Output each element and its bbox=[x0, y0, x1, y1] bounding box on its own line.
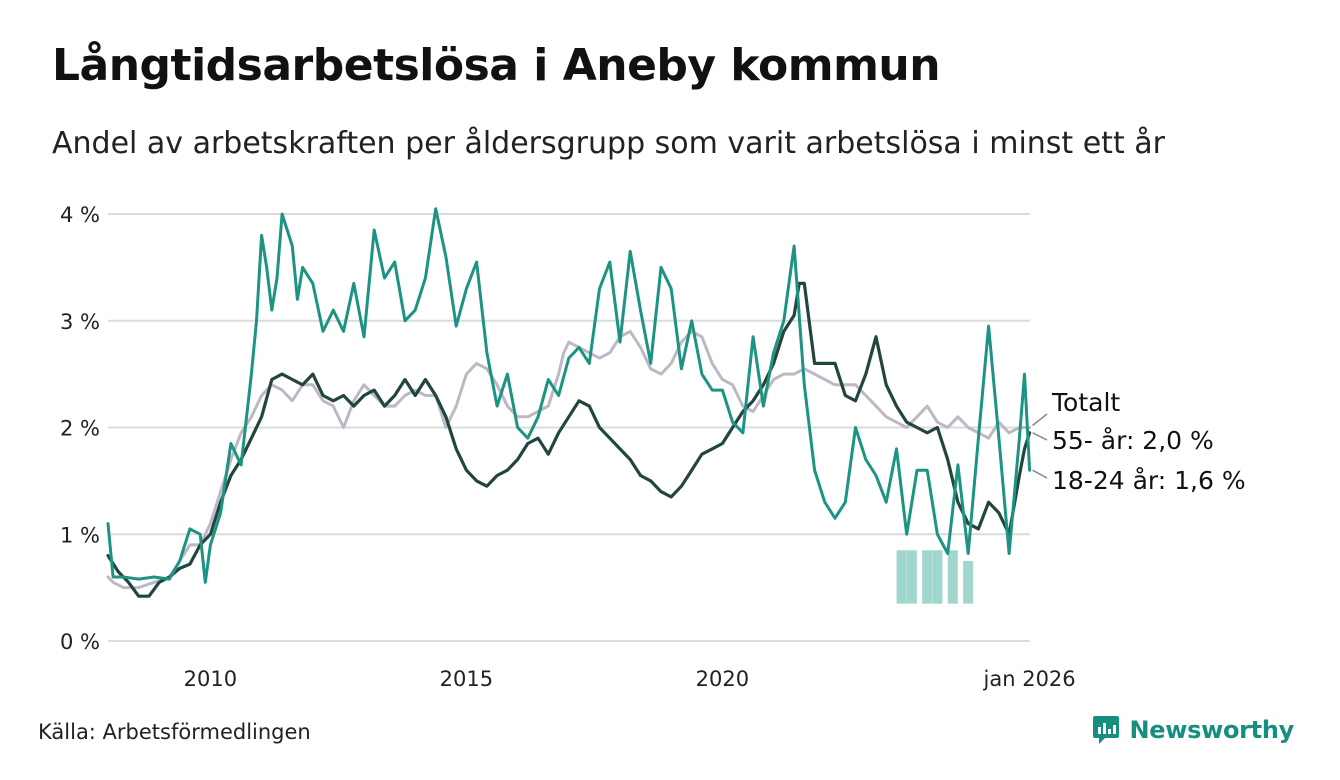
x-tick-label: jan 2026 bbox=[983, 667, 1076, 691]
line-annotations: Totalt 55- år: 2,0 % 18-24 år: 1,6 % bbox=[1032, 388, 1246, 495]
band-segment bbox=[963, 560, 974, 604]
leader-line-age55 bbox=[1032, 432, 1048, 441]
y-tick-label: 4 % bbox=[60, 203, 100, 227]
series-line-total bbox=[106, 329, 1032, 590]
annotation-age18-24: 18-24 år: 1,6 % bbox=[1052, 466, 1246, 495]
y-tick-label: 3 % bbox=[60, 310, 100, 334]
y-tick-label: 2 % bbox=[60, 417, 100, 441]
band-segment bbox=[906, 550, 917, 604]
y-tick-label: 1 % bbox=[60, 523, 100, 547]
brand-name: Newsworthy bbox=[1129, 716, 1294, 744]
brand-logo: Newsworthy bbox=[1091, 712, 1294, 748]
band-segment bbox=[947, 550, 958, 604]
band-segment bbox=[932, 550, 943, 604]
uncertainty-band bbox=[896, 550, 974, 604]
x-tick-label: 2015 bbox=[440, 667, 493, 691]
newsworthy-icon bbox=[1093, 716, 1120, 744]
annotation-age55: 55- år: 2,0 % bbox=[1052, 426, 1214, 455]
annotation-total: Totalt bbox=[1051, 388, 1120, 417]
series-lines bbox=[106, 207, 1032, 598]
source-note: Källa: Arbetsförmedlingen bbox=[38, 720, 311, 744]
x-tick-label: 2020 bbox=[696, 667, 749, 691]
axis-labels: 0 % 1 % 2 % 3 % 4 % 2010 2015 2020 jan 2026 bbox=[60, 203, 1076, 691]
band-segment bbox=[922, 550, 933, 604]
x-tick-label: 2010 bbox=[184, 667, 237, 691]
leader-line-age18-24 bbox=[1032, 469, 1048, 479]
chart-title: Långtidsarbetslösa i Aneby kommun bbox=[52, 40, 941, 91]
band-segment bbox=[896, 550, 907, 604]
leader-line-total bbox=[1032, 413, 1048, 427]
series-line-age55 bbox=[106, 281, 1032, 598]
chart-subtitle: Andel av arbetskraften per åldersgrupp s… bbox=[52, 126, 1165, 161]
grid-lines bbox=[108, 213, 1030, 642]
y-tick-label: 0 % bbox=[60, 630, 100, 654]
series-line-age18_24 bbox=[106, 207, 1032, 584]
